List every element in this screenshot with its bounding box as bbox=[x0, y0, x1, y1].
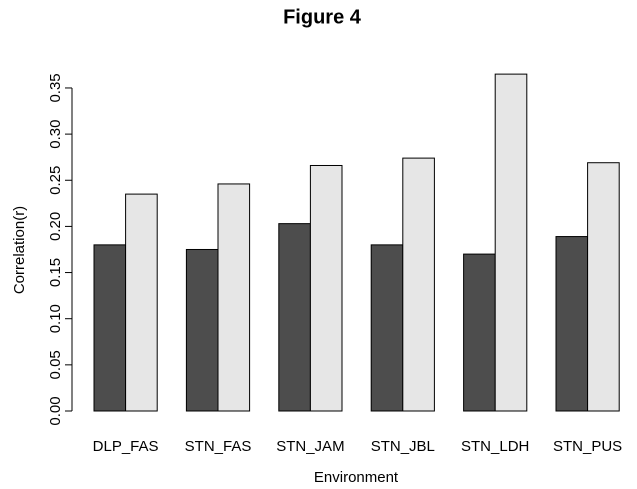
y-tick-label: 0.30 bbox=[47, 120, 64, 149]
bar bbox=[309, 164, 343, 412]
y-tick-label: 0.25 bbox=[47, 166, 64, 195]
x-axis-label: Environment bbox=[314, 469, 399, 486]
x-tick-label: STN_JAM bbox=[276, 438, 344, 455]
x-tick-label: STN_JBL bbox=[371, 438, 435, 455]
bar bbox=[185, 248, 219, 412]
chart-title: Figure 4 bbox=[283, 6, 362, 28]
y-tick-label: 0.35 bbox=[47, 73, 64, 102]
y-tick-label: 0.20 bbox=[47, 212, 64, 241]
x-tick-label: DLP_FAS bbox=[93, 438, 159, 455]
x-tick-label: STN_LDH bbox=[461, 438, 529, 455]
y-tick-label: 0.15 bbox=[47, 258, 64, 287]
bar bbox=[93, 244, 127, 412]
y-tick-label: 0.05 bbox=[47, 350, 64, 379]
bar bbox=[217, 183, 251, 412]
bar bbox=[278, 223, 311, 412]
bar bbox=[463, 253, 496, 412]
bar bbox=[494, 73, 528, 412]
y-tick-label: 0.10 bbox=[47, 304, 64, 333]
bar bbox=[587, 162, 620, 412]
x-tick-label: STN_PUS bbox=[553, 438, 622, 455]
bar bbox=[370, 244, 404, 412]
y-axis-label: Correlation(r) bbox=[11, 206, 28, 294]
bar bbox=[125, 193, 158, 412]
x-tick-label: STN_FAS bbox=[185, 438, 252, 455]
y-tick-label: 0.00 bbox=[47, 396, 64, 425]
bar bbox=[555, 236, 589, 412]
bar bbox=[402, 157, 435, 412]
